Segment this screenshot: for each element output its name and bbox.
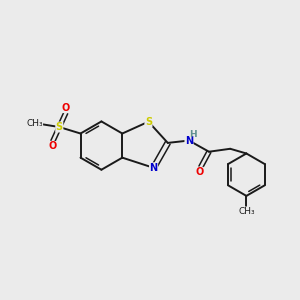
Text: H: H xyxy=(189,130,197,139)
Text: O: O xyxy=(195,167,203,177)
Text: CH₃: CH₃ xyxy=(238,207,255,216)
Text: S: S xyxy=(56,122,63,132)
Text: O: O xyxy=(62,103,70,112)
Text: N: N xyxy=(185,136,193,146)
Text: S: S xyxy=(145,117,152,127)
Text: O: O xyxy=(49,142,57,152)
Text: N: N xyxy=(149,163,158,173)
Text: CH₃: CH₃ xyxy=(26,119,43,128)
